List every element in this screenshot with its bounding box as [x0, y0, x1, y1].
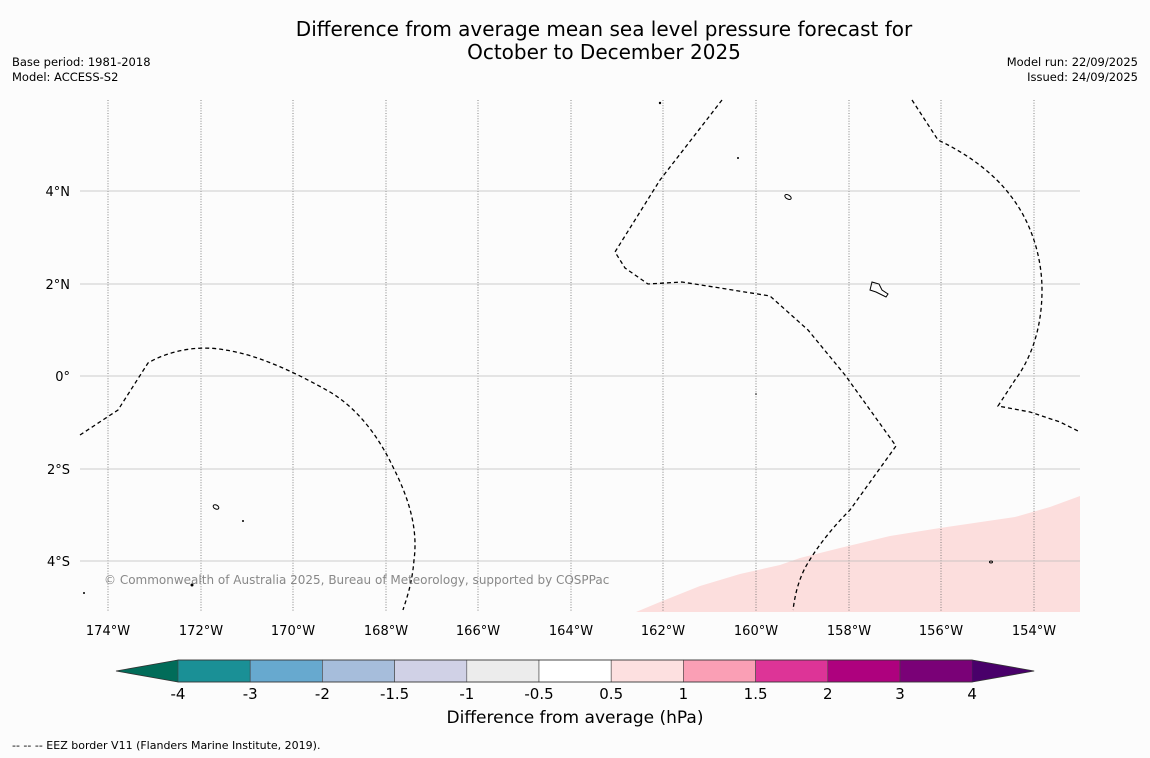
atoll-dot — [242, 520, 244, 522]
meta-right: Model run: 22/09/2025 Issued: 24/09/2025 — [1007, 55, 1138, 85]
colorbar-segment — [322, 659, 395, 683]
lon-label: 172°W — [179, 624, 223, 639]
latitude-gridlines — [80, 190, 1080, 562]
colorbar-segment — [394, 659, 468, 683]
copyright-text: © Commonwealth of Australia 2025, Bureau… — [104, 573, 609, 587]
colorbar-segment — [610, 659, 684, 683]
lat-label: 0° — [55, 370, 70, 385]
atolls — [83, 101, 757, 594]
atoll-dot — [755, 393, 757, 395]
longitude-gridlines — [107, 100, 1035, 612]
colorbar-tick-label: -2 — [315, 685, 330, 703]
lon-label: 160°W — [734, 624, 778, 639]
lon-label: 158°W — [827, 624, 871, 639]
lat-label: 4°N — [46, 185, 71, 200]
anomaly-region — [636, 496, 1080, 612]
eez-footnote: -- -- -- EEZ border V11 (Flanders Marine… — [12, 739, 321, 752]
lon-label: 174°W — [86, 624, 130, 639]
island-outline — [212, 504, 220, 510]
meta-left: Base period: 1981-2018 Model: ACCESS-S2 — [12, 55, 151, 85]
issued-date: Issued: 24/09/2025 — [1027, 70, 1138, 84]
latitude-labels: 4°N 2°N 0° 2°S 4°S — [46, 185, 71, 570]
island-outline — [869, 281, 889, 298]
colorbar-tick-label: -4 — [171, 685, 186, 703]
chart-title: Difference from average mean sea level p… — [0, 18, 1150, 64]
title-line-2: October to December 2025 — [467, 40, 741, 64]
colorbar-segment — [538, 659, 612, 683]
longitude-labels: 174°W 172°W 170°W 168°W 166°W 164°W 162°… — [86, 624, 1056, 639]
colorbar-extend-low — [116, 660, 178, 682]
colorbar-tick-label: 4 — [967, 685, 977, 703]
colorbar-tick-label: -1.5 — [380, 685, 409, 703]
lat-label: 2°N — [46, 278, 71, 293]
lon-label: 170°W — [271, 624, 315, 639]
colorbar-extend-high — [972, 660, 1035, 682]
lon-label: 156°W — [919, 624, 963, 639]
lon-label: 162°W — [641, 624, 685, 639]
colorbar-tick-label: 2 — [823, 685, 833, 703]
colorbar-segment — [755, 659, 829, 683]
islands — [212, 194, 993, 564]
lon-label: 154°W — [1012, 624, 1056, 639]
colorbar-segment — [899, 659, 973, 683]
lat-label: 2°S — [47, 463, 70, 478]
lon-label: 166°W — [456, 624, 500, 639]
colorbar-segment — [177, 659, 251, 683]
colorbar-tick-label: -0.5 — [524, 685, 553, 703]
island-outline — [989, 560, 993, 564]
colorbar-tick-label: 0.5 — [599, 685, 623, 703]
colorbar-tick-label: -1 — [459, 685, 474, 703]
colorbar-segment — [827, 659, 901, 683]
colorbar-tick-label: 1.5 — [744, 685, 768, 703]
colorbar-label: Difference from average (hPa) — [446, 708, 704, 728]
colorbar-tick-label: -3 — [243, 685, 258, 703]
title-line-1: Difference from average mean sea level p… — [295, 17, 913, 41]
colorbar: -4 -3 -2 -1.5 -1 -0.5 0.5 1 1.5 2 3 4 — [115, 659, 1035, 703]
colorbar-segment — [466, 659, 540, 683]
colorbar-tick-label: 3 — [895, 685, 905, 703]
atoll-dot — [190, 583, 194, 587]
lon-label: 164°W — [549, 624, 593, 639]
base-period: Base period: 1981-2018 — [12, 55, 151, 69]
colorbar-segment — [249, 659, 323, 683]
atoll-dot — [737, 157, 739, 159]
colorbar-tick-label: 1 — [679, 685, 689, 703]
colorbar-segment — [683, 659, 756, 683]
lon-label: 168°W — [364, 624, 408, 639]
island-outline — [784, 194, 792, 200]
atoll-dot — [83, 592, 85, 594]
atoll-dot — [658, 101, 662, 105]
model-name: Model: ACCESS-S2 — [12, 70, 119, 84]
eez-borders — [79, 99, 1081, 611]
model-run: Model run: 22/09/2025 — [1006, 55, 1138, 69]
colorbar-outline — [115, 659, 1035, 683]
lat-label: 4°S — [47, 555, 70, 570]
